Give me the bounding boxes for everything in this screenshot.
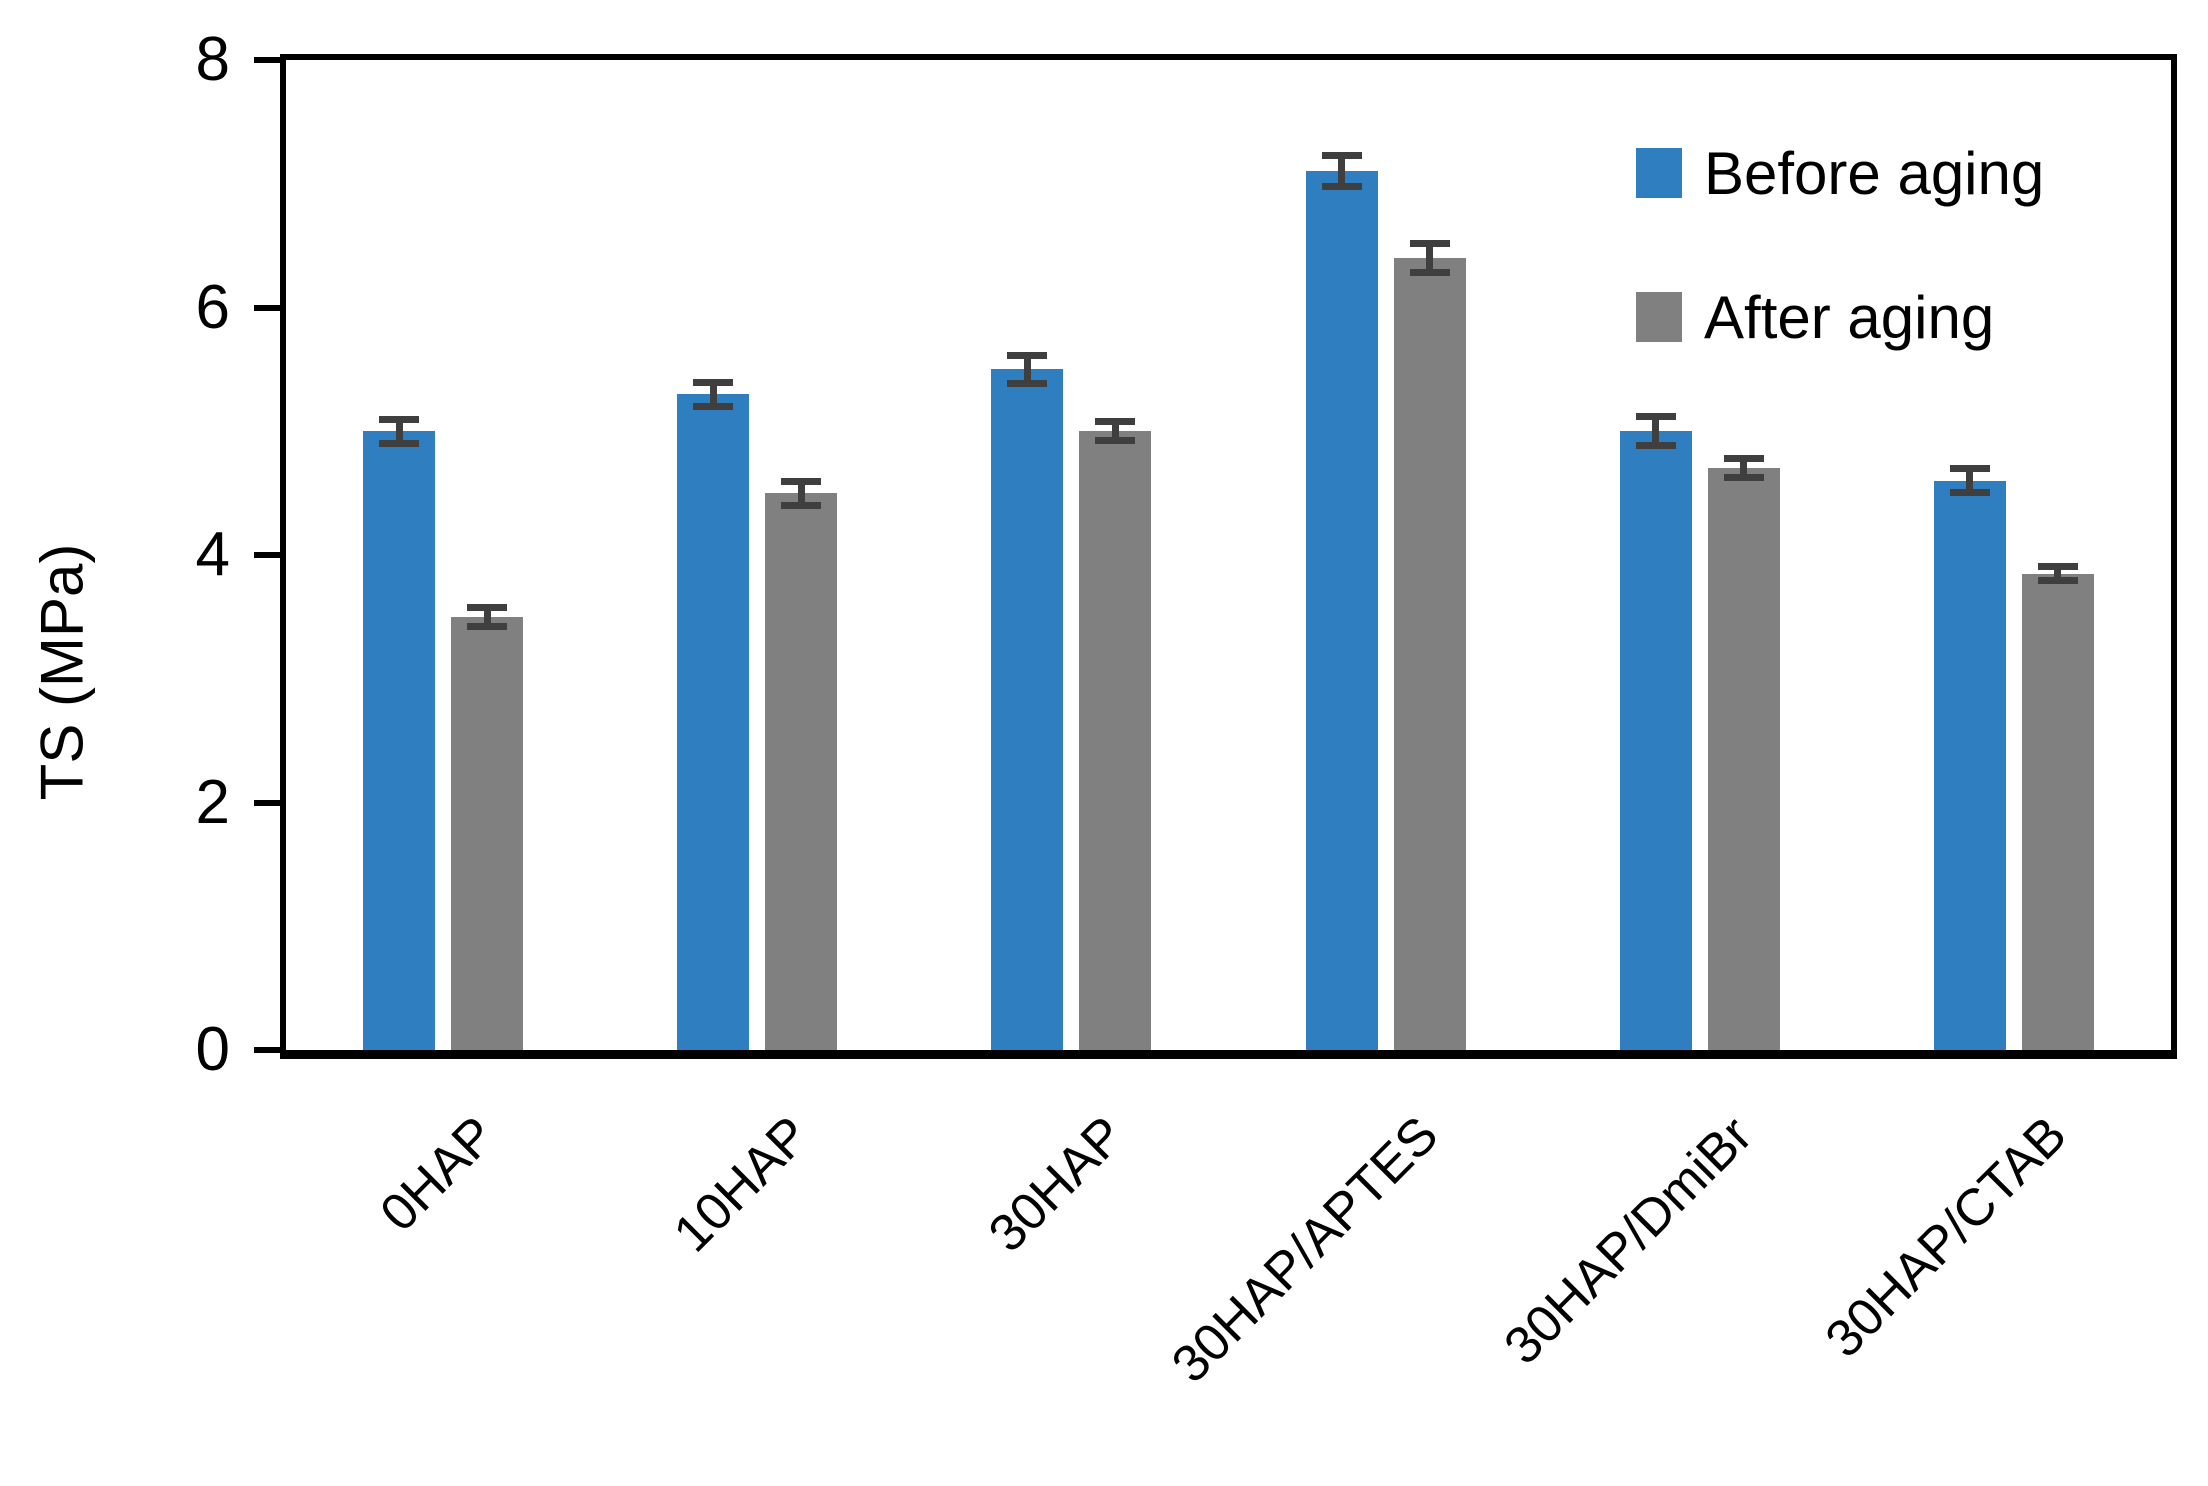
error-bar (709, 381, 717, 407)
y-tick-label: 0 (195, 1015, 230, 1084)
error-bar-cap-bottom (781, 501, 822, 509)
x-tick-label-30hap/ctab: 30HAP/CTAB (1814, 1105, 2078, 1369)
error-bar-cap-top (1723, 455, 1764, 463)
error-bar (395, 418, 403, 444)
error-bar-cap-top (1007, 351, 1048, 359)
error-bar-cap-bottom (693, 402, 734, 410)
y-tick-label: 6 (195, 272, 230, 342)
error-bar-cap-top (693, 378, 734, 386)
error-bar (1111, 421, 1119, 442)
error-bar (2054, 566, 2062, 581)
bar-before-30hap/aptes (1305, 171, 1378, 1050)
error-bar (797, 480, 805, 506)
legend-item-before-aging: Before aging (1636, 140, 2044, 207)
x-tick-label-30hap: 30HAP (977, 1105, 1136, 1264)
error-bar (1023, 354, 1031, 385)
error-bar-cap-bottom (2037, 576, 2078, 584)
error-bar-cap-top (1095, 418, 1136, 426)
legend-swatch-before-aging (1636, 148, 1682, 198)
x-tick-label-30hap/aptes: 30HAP/APTES (1160, 1105, 1450, 1395)
error-bar-cap-top (1409, 240, 1450, 248)
y-tick-label: 8 (195, 25, 230, 94)
error-bar-cap-top (1635, 413, 1676, 421)
bar-before-30hap/ctab (1933, 480, 2006, 1050)
bar-after-30hap/ctab (2021, 573, 2094, 1050)
legend-item-after-aging: After aging (1636, 284, 1994, 351)
error-bar (1740, 458, 1748, 479)
error-bar-cap-bottom (1095, 437, 1136, 445)
error-bar-cap-bottom (1321, 183, 1362, 191)
error-bar-cap-top (379, 415, 420, 423)
error-bar-cap-top (2037, 563, 2078, 571)
error-bar-cap-top (781, 477, 822, 485)
error-bar-cap-bottom (1949, 489, 1990, 497)
x-tick-label-10hap: 10HAP (663, 1105, 821, 1264)
error-bar-cap-top (1949, 465, 1990, 473)
x-tick-label-30hap/dmibr: 30HAP/DmiBr (1493, 1105, 1764, 1376)
error-bar-cap-top (467, 603, 508, 611)
bar-after-30hap/dmibr (1707, 468, 1780, 1050)
bar-before-30hap (991, 369, 1064, 1050)
y-tick-label: 4 (195, 520, 230, 589)
error-bar-cap-bottom (1007, 380, 1048, 388)
error-bar-cap-bottom (1723, 474, 1764, 482)
bar-after-30hap (1079, 431, 1152, 1050)
legend-label-before-aging: Before aging (1704, 139, 2045, 207)
error-bar (1966, 468, 1974, 494)
error-bar (1426, 243, 1434, 273)
error-bar (1652, 416, 1660, 447)
error-bar (1338, 155, 1346, 188)
error-bar-cap-top (1321, 152, 1362, 160)
legend-label-after-aging: After aging (1704, 283, 1995, 351)
bar-after-30hap/aptes (1393, 258, 1466, 1050)
error-bar (483, 606, 491, 627)
bar-after-0hap (451, 616, 524, 1050)
error-bar-cap-bottom (1635, 442, 1676, 450)
bar-before-10hap (677, 394, 750, 1050)
legend-swatch-after-aging (1636, 292, 1682, 342)
x-tick-label-0hap: 0HAP (369, 1105, 507, 1243)
y-tick-label: 2 (195, 767, 230, 837)
bar-after-10hap (765, 493, 838, 1050)
error-bar-cap-bottom (467, 622, 508, 630)
plot-area: Before aging After aging (280, 54, 2177, 1059)
bar-before-30hap/dmibr (1619, 431, 1692, 1050)
error-bar-cap-bottom (379, 439, 420, 447)
error-bar-cap-bottom (1409, 268, 1450, 276)
bar-before-0hap (363, 431, 436, 1050)
